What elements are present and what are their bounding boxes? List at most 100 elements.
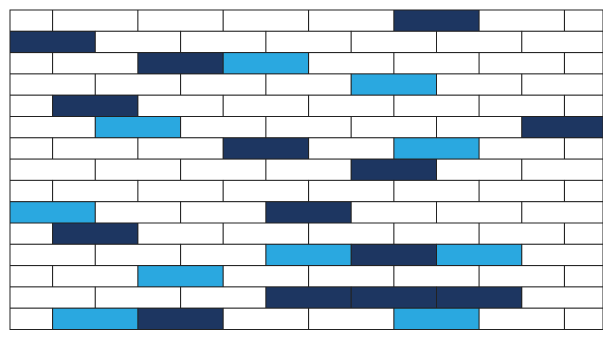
brick-light <box>137 265 224 288</box>
brick <box>9 52 54 75</box>
brick <box>52 179 139 203</box>
brick-light <box>222 52 309 75</box>
brick <box>265 158 352 181</box>
brick <box>478 94 565 117</box>
brick <box>521 73 603 96</box>
brick <box>94 158 182 181</box>
brick-light <box>436 243 523 267</box>
brick <box>94 30 182 54</box>
brick <box>180 243 267 267</box>
brick-dark <box>265 286 352 309</box>
brick <box>393 265 480 288</box>
brick <box>222 307 309 331</box>
brick <box>9 116 96 139</box>
brick <box>478 307 565 331</box>
brick <box>94 201 182 224</box>
brick <box>9 286 96 309</box>
brick-dark <box>137 307 224 331</box>
brick <box>9 9 54 32</box>
brick <box>564 137 603 160</box>
brick-light <box>94 116 182 139</box>
brick <box>308 52 395 75</box>
brick <box>521 243 603 267</box>
brick <box>308 222 395 245</box>
brick-dark <box>137 52 224 75</box>
brick-row <box>9 201 603 224</box>
brick-dark <box>52 222 139 245</box>
brick-light <box>393 137 480 160</box>
brick <box>308 94 395 117</box>
brick <box>180 158 267 181</box>
brick <box>478 137 565 160</box>
brick-light <box>350 73 438 96</box>
brick <box>180 30 267 54</box>
brick <box>350 116 438 139</box>
brick <box>222 222 309 245</box>
brick-light <box>393 307 480 331</box>
brick-row <box>9 243 603 267</box>
brick <box>436 73 523 96</box>
brick <box>265 73 352 96</box>
brick-row <box>9 116 603 139</box>
brick <box>308 9 395 32</box>
wall-frame <box>9 9 603 330</box>
brick <box>137 9 224 32</box>
brick-row <box>9 137 603 160</box>
brick <box>436 158 523 181</box>
brick <box>564 52 603 75</box>
brick-row <box>9 158 603 181</box>
brick <box>393 222 480 245</box>
brick <box>9 265 54 288</box>
brick <box>564 265 603 288</box>
brick-row <box>9 94 603 117</box>
brick <box>478 179 565 203</box>
brick-dark <box>350 243 438 267</box>
brick <box>436 30 523 54</box>
brick <box>308 137 395 160</box>
brick <box>521 286 603 309</box>
brick-row <box>9 222 603 245</box>
brick <box>222 265 309 288</box>
brick-dark <box>222 137 309 160</box>
brick-dark <box>9 30 96 54</box>
brick <box>265 116 352 139</box>
brick <box>393 179 480 203</box>
brick <box>478 265 565 288</box>
brick <box>564 222 603 245</box>
brick <box>478 222 565 245</box>
brick <box>350 201 438 224</box>
brick <box>521 30 603 54</box>
brick <box>564 94 603 117</box>
brick-row <box>9 307 603 331</box>
brick <box>52 265 139 288</box>
brick-dark <box>436 286 523 309</box>
brick <box>222 9 309 32</box>
brick <box>137 222 224 245</box>
brick-row <box>9 30 603 54</box>
brick-row <box>9 265 603 288</box>
brick <box>436 116 523 139</box>
brick-dark <box>350 286 438 309</box>
brick <box>180 201 267 224</box>
brick <box>308 307 395 331</box>
brick <box>478 9 565 32</box>
brick <box>521 158 603 181</box>
brick <box>52 137 139 160</box>
brick <box>393 52 480 75</box>
brick <box>564 179 603 203</box>
brick-row <box>9 73 603 96</box>
brick <box>350 30 438 54</box>
brick <box>478 52 565 75</box>
brick <box>137 137 224 160</box>
brick <box>9 73 96 96</box>
brick-light <box>52 307 139 331</box>
brick-row <box>9 9 603 32</box>
brick <box>137 94 224 117</box>
brick-dark <box>52 94 139 117</box>
brick <box>180 286 267 309</box>
brick-row <box>9 286 603 309</box>
brick-dark <box>393 9 480 32</box>
brick-dark <box>350 158 438 181</box>
